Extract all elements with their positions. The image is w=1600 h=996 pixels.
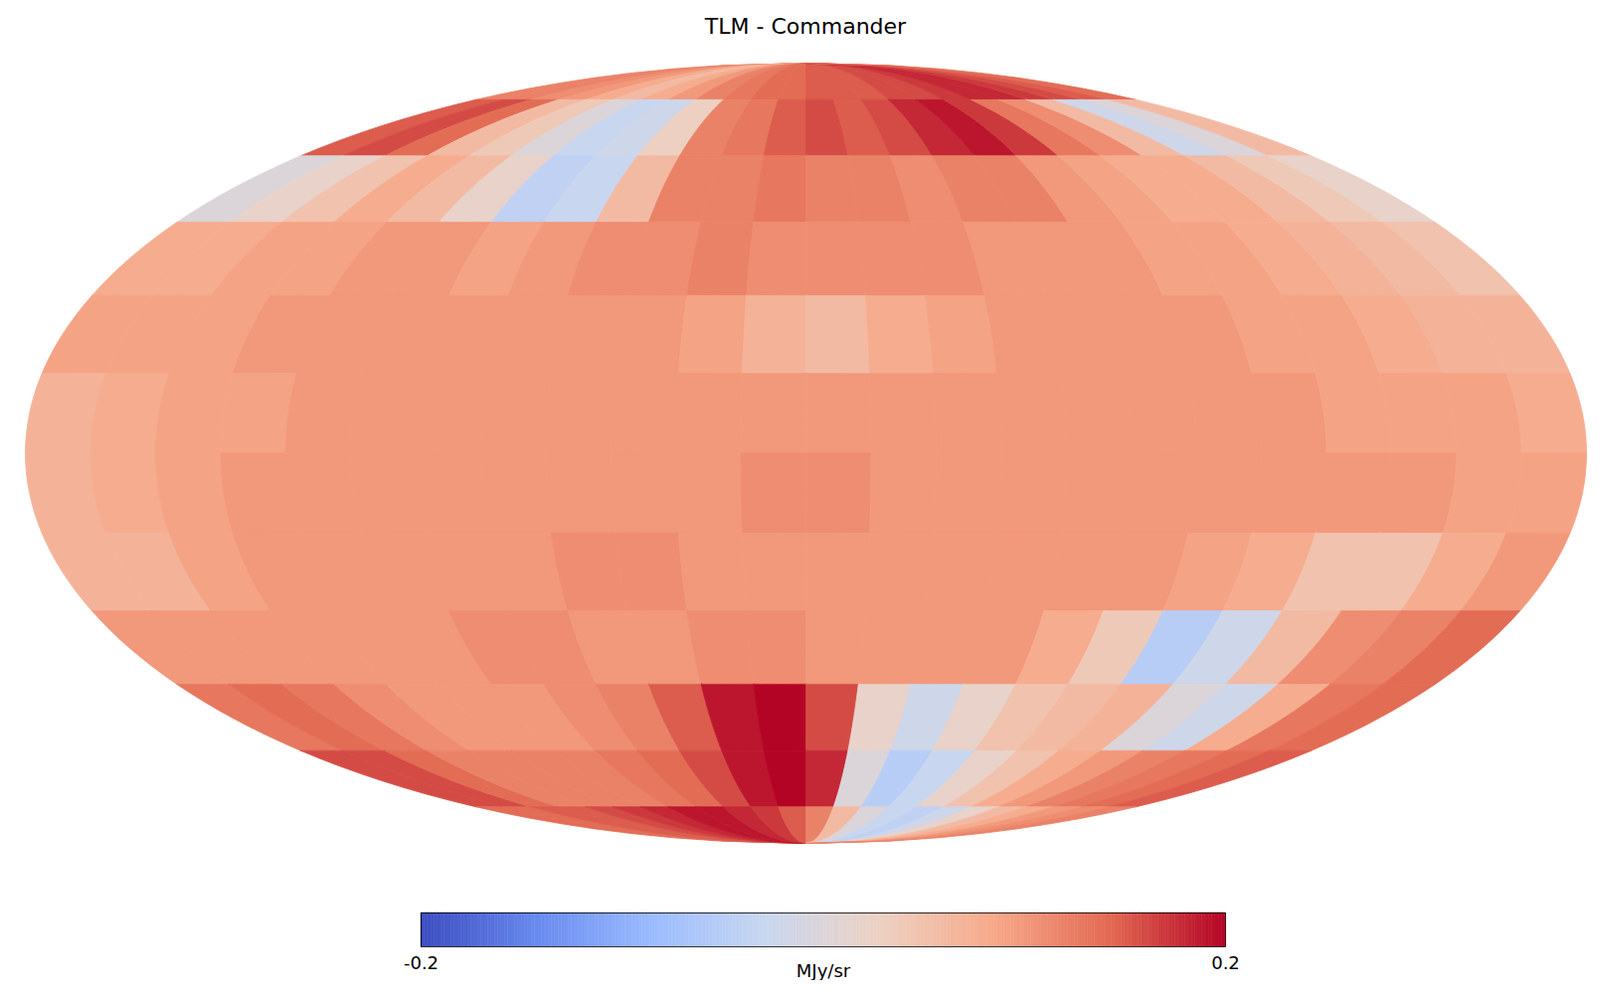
- html-text:TLM - Commander: TLM - Commander: [704, 13, 907, 39]
- svg-text:0.2: 0.2: [1211, 952, 1241, 974]
- svg-text:MJy/sr: MJy/sr: [796, 960, 852, 982]
- svg-text:-0.2: -0.2: [403, 952, 439, 974]
